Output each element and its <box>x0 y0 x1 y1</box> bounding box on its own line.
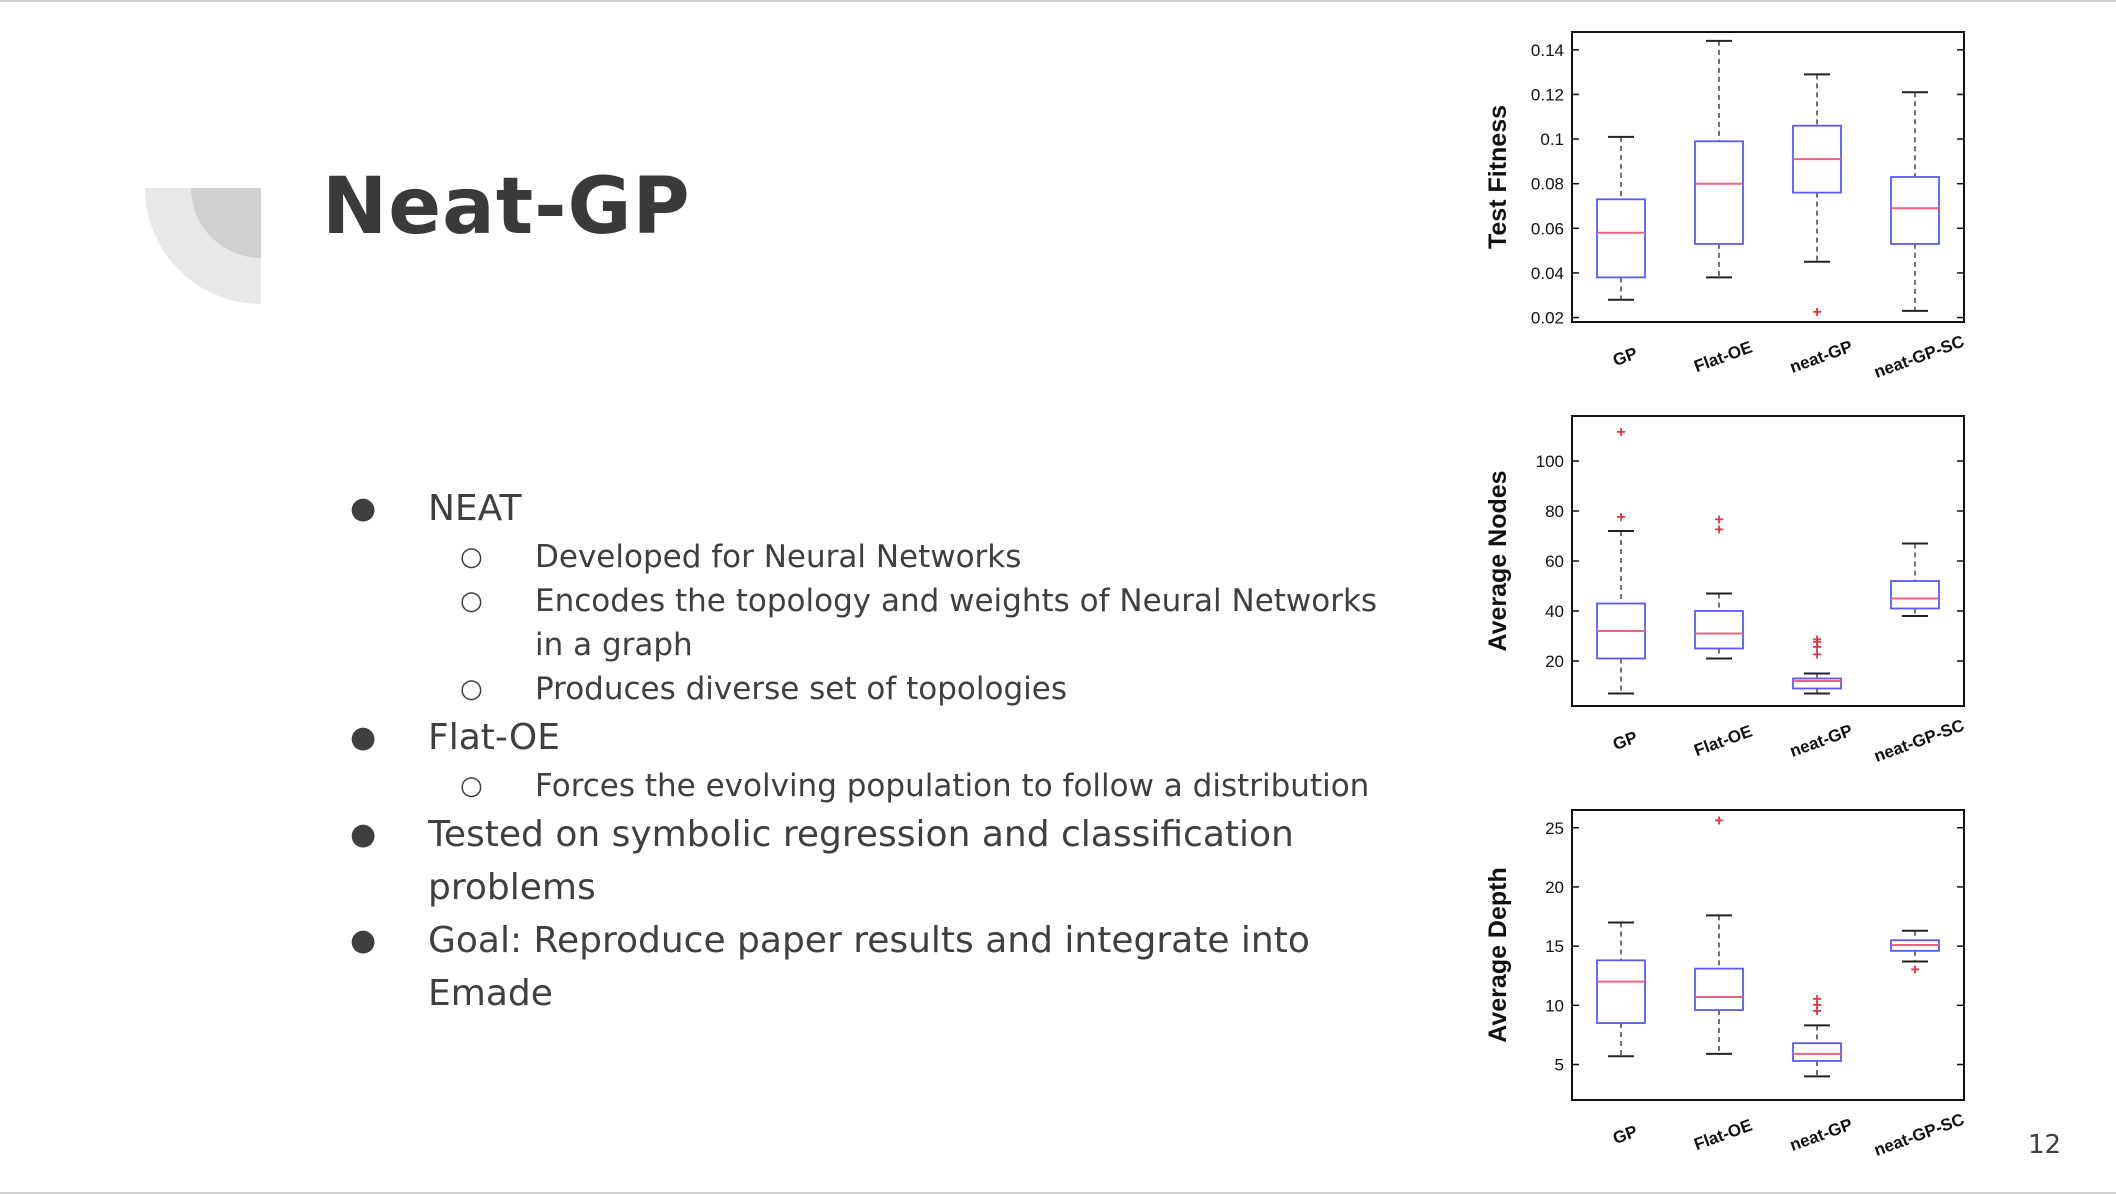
outlier-point: + <box>1714 812 1723 829</box>
sub-bullet-text: Developed for Neural Networks <box>535 539 1022 575</box>
bullet-item: ● Flat-OE <box>350 711 1410 764</box>
y-tick-label: 0.12 <box>1531 85 1564 104</box>
sub-bullet-circle-icon: ○ <box>460 674 483 704</box>
sub-bullet-text: Produces diverse set of topologies <box>535 671 1067 707</box>
x-category-label: Flat-OE <box>1691 722 1754 761</box>
outlier-point: + <box>1812 304 1821 321</box>
x-category-label: GP <box>1610 1122 1640 1148</box>
y-tick-label: 0.08 <box>1531 175 1564 194</box>
sub-bullet-item: ○ Produces diverse set of topologies <box>350 667 1410 711</box>
box-iqr <box>1694 967 1744 1011</box>
sub-bullet-circle-icon: ○ <box>460 771 483 801</box>
x-category-label: Flat-OE <box>1691 338 1754 377</box>
plot-frame <box>1571 31 1965 323</box>
y-axis-label: Average Depth <box>1484 867 1512 1043</box>
outlier-point: + <box>1714 512 1723 529</box>
bullet-item: ● Tested on symbolic regression and class… <box>350 808 1410 914</box>
bullet-item: ● Goal: Reproduce paper results and integ… <box>350 914 1410 1020</box>
sub-bullet-item: ○ Developed for Neural Networks <box>350 535 1410 579</box>
bullet-dot-icon: ● <box>350 817 377 852</box>
outlier-point: + <box>1714 522 1723 539</box>
y-axis-label: Average Nodes <box>1484 470 1512 651</box>
y-tick-label: 100 <box>1536 452 1564 471</box>
x-category-label: neat-GP <box>1787 1115 1855 1155</box>
sub-bullet-text: Encodes the topology and weights of Neur… <box>535 583 1378 663</box>
x-category-label: neat-GP-SC <box>1871 716 1966 766</box>
outlier-point: + <box>1812 991 1821 1008</box>
slide-title: Neat-GP <box>322 162 691 252</box>
y-axis-label: Test Fitness <box>1484 105 1512 249</box>
y-tick-label: 20 <box>1545 878 1564 897</box>
bullet-dot-icon: ● <box>350 720 377 755</box>
y-tick-label: 80 <box>1545 502 1564 521</box>
box-iqr <box>1890 176 1940 245</box>
box-iqr <box>1792 1042 1842 1062</box>
outlier-point: + <box>1812 1003 1821 1020</box>
sub-bullet-text: Forces the evolving population to follow… <box>535 768 1370 804</box>
y-tick-label: 20 <box>1545 652 1564 671</box>
bullet-item: ● NEAT <box>350 482 1410 535</box>
y-tick-label: 40 <box>1545 602 1564 621</box>
y-tick-label: 0.02 <box>1531 309 1564 328</box>
outlier-point: + <box>1812 634 1821 651</box>
bullet-text: NEAT <box>428 488 522 529</box>
y-tick-label: 5 <box>1555 1055 1564 1074</box>
y-tick-label: 10 <box>1545 996 1564 1015</box>
plot-frame <box>1571 809 1965 1101</box>
bullet-dot-icon: ● <box>350 923 377 958</box>
box-iqr <box>1596 198 1646 279</box>
x-category-label: GP <box>1610 728 1640 754</box>
bullet-text: Goal: Reproduce paper results and integr… <box>428 920 1310 1014</box>
sub-bullet-item: ○ Encodes the topology and weights of Neu… <box>350 579 1410 667</box>
y-tick-label: 0.14 <box>1531 41 1564 60</box>
y-tick-label: 25 <box>1545 819 1564 838</box>
sub-bullet-circle-icon: ○ <box>460 586 483 616</box>
sub-bullet-item: ○ Forces the evolving population to follo… <box>350 764 1410 808</box>
decorative-quarter-circle-graphic <box>145 188 261 304</box>
box-iqr <box>1694 140 1744 245</box>
outlier-point: + <box>1910 962 1919 979</box>
boxplot-svg: 0.02 0.04 0.06 0.08 0.1 0.12 0.14 Test Fitness G… <box>1484 31 1967 382</box>
test-fitness-boxplot: 0.02 0.04 0.06 0.08 0.1 0.12 0.14 Test Fitness G… <box>1480 20 1980 400</box>
outlier-point: + <box>1812 632 1821 649</box>
box-iqr <box>1792 677 1842 690</box>
outlier-point: + <box>1616 424 1625 441</box>
x-category-label: neat-GP <box>1787 721 1855 761</box>
average-depth-boxplot: 5 10 15 20 25 Average Depth GP + Flat-OE + + + neat-… <box>1480 798 1980 1178</box>
bullet-text: Flat-OE <box>428 717 560 758</box>
average-nodes-boxplot: 20 40 60 80 100 Average Nodes + + GP + + Flat-OE + + +… <box>1480 404 1980 784</box>
plot-frame <box>1571 415 1965 707</box>
y-tick-label: 15 <box>1545 937 1564 956</box>
x-category-label: GP <box>1610 344 1640 370</box>
page-number: 12 <box>2028 1130 2062 1160</box>
x-category-label: neat-GP <box>1787 337 1855 377</box>
outlier-point: + <box>1812 639 1821 656</box>
outlier-point: + <box>1616 509 1625 526</box>
y-tick-label: 0.1 <box>1540 130 1564 149</box>
bullet-text: Tested on symbolic regression and classi… <box>428 814 1294 908</box>
sub-bullet-circle-icon: ○ <box>460 542 483 572</box>
x-category-label: neat-GP-SC <box>1871 1110 1966 1160</box>
y-tick-label: 0.06 <box>1531 219 1564 238</box>
box-iqr <box>1596 959 1646 1024</box>
outlier-point: + <box>1812 997 1821 1014</box>
outlier-point: + <box>1812 647 1821 664</box>
box-iqr <box>1890 580 1940 610</box>
box-iqr <box>1694 610 1744 650</box>
bullet-dot-icon: ● <box>350 491 377 526</box>
y-tick-label: 0.04 <box>1531 264 1564 283</box>
x-category-label: neat-GP-SC <box>1871 332 1966 382</box>
x-category-label: Flat-OE <box>1691 1116 1754 1155</box>
y-tick-label: 60 <box>1545 552 1564 571</box>
bullet-list: ● NEAT ○ Developed for Neural Networks ○ En… <box>350 482 1410 1020</box>
